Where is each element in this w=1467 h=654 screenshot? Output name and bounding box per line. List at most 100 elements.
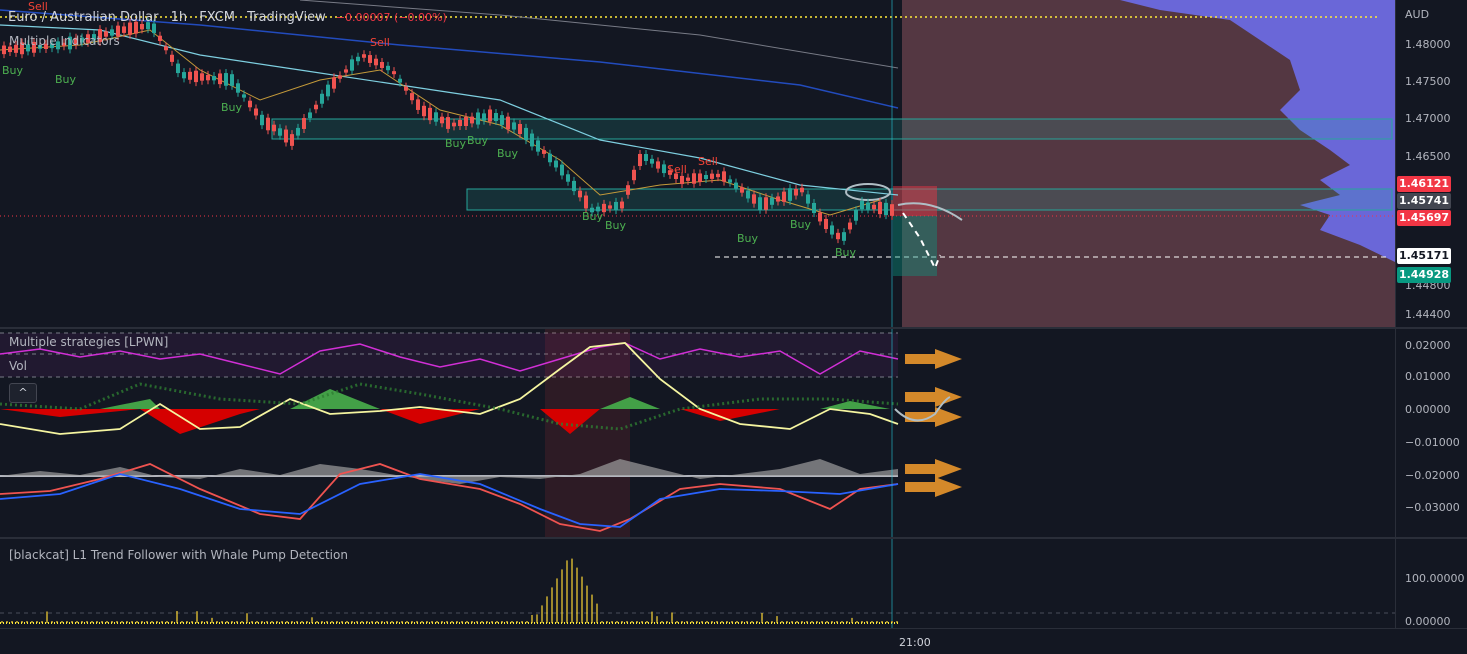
candle-body <box>176 63 180 74</box>
candle-body <box>884 202 888 216</box>
blue-line <box>0 473 899 528</box>
candle-body <box>560 164 564 176</box>
sell-signal: Sell <box>667 163 687 176</box>
interval-label[interactable]: 1h <box>170 10 188 25</box>
drawing-curve <box>897 202 963 221</box>
time-axis[interactable] <box>0 628 1467 654</box>
strategies-canvas[interactable] <box>0 329 1395 537</box>
candle-body <box>476 112 480 125</box>
candle-body <box>44 43 48 50</box>
candle-body <box>674 173 678 180</box>
candle-body <box>806 194 810 204</box>
drawing-dashed-projection <box>902 212 941 271</box>
vol-label: Vol <box>9 359 27 373</box>
candle-body <box>80 37 84 43</box>
arrow-annotation <box>905 459 962 479</box>
whale-panel[interactable]: [blackcat] L1 Trend Follower with Whale … <box>0 539 1395 628</box>
zone-box-lower <box>466 188 1393 211</box>
candle-body <box>68 36 72 50</box>
candle-body <box>890 204 894 216</box>
candle-body <box>536 140 540 152</box>
whale-title[interactable]: [blackcat] L1 Trend Follower with Whale … <box>9 548 348 562</box>
buy-signal: Buy <box>835 246 857 259</box>
candle-body <box>278 128 282 136</box>
candle-body <box>170 54 174 62</box>
collapse-button[interactable]: ^ <box>9 383 37 403</box>
candle-body <box>860 200 864 210</box>
candle-body <box>458 119 462 127</box>
candle-body <box>722 171 726 182</box>
candle-body <box>680 175 684 185</box>
candle-body <box>878 201 882 215</box>
candle-body <box>788 188 792 201</box>
buy-signal: Buy <box>467 134 489 147</box>
price-change: −0.00007 (−0.00%) <box>335 11 447 24</box>
candle-body <box>188 71 192 80</box>
strategies-axis[interactable] <box>1395 329 1467 537</box>
time-label: 21:00 <box>899 636 931 649</box>
sell-signal: Sell <box>28 0 48 13</box>
candle-body <box>272 124 276 132</box>
price-tag-stop: 1.46121 <box>1397 176 1451 192</box>
candle-body <box>368 55 372 63</box>
candle-body <box>50 43 54 49</box>
candle-body <box>56 41 60 50</box>
candle-body <box>662 164 666 174</box>
candle-body <box>362 54 366 58</box>
candle-body <box>800 187 804 193</box>
candle-body <box>332 77 336 89</box>
red-line <box>0 463 899 532</box>
candle-body <box>584 195 588 209</box>
candle-body <box>38 44 42 49</box>
pane-divider[interactable] <box>0 537 1467 539</box>
strategies-panel[interactable]: Multiple strategies [LPWN] Vol <box>0 329 1395 537</box>
candle-body <box>746 190 750 199</box>
indicator-legend[interactable]: Multiple Indicators <box>9 34 120 48</box>
price-tick: 1.47000 <box>1405 112 1451 125</box>
candle-body <box>326 84 330 97</box>
price-tag-target: 1.44928 <box>1397 267 1451 283</box>
candle-body <box>554 160 558 168</box>
candle-body <box>284 129 288 143</box>
ma-long <box>0 9 899 109</box>
yellow-white-line <box>0 342 899 435</box>
candle-body <box>830 225 834 235</box>
candle-body <box>248 100 252 108</box>
candle-body <box>350 59 354 71</box>
candle-body <box>818 212 822 222</box>
candle-body <box>212 76 216 81</box>
whale-axis[interactable] <box>1395 539 1467 628</box>
candle-body <box>122 26 126 33</box>
candle-body <box>644 154 648 161</box>
candle-body <box>626 185 630 195</box>
osc-tick: −0.03000 <box>1405 501 1460 514</box>
candle-body <box>590 207 594 213</box>
candle-body <box>260 114 264 126</box>
chart-header: Euro / Australian Dollar 1h FXCM Trading… <box>8 10 447 25</box>
candle-body <box>524 127 528 141</box>
price-chart-panel[interactable]: Euro / Australian Dollar 1h FXCM Trading… <box>0 0 1395 327</box>
candle-body <box>548 153 552 163</box>
candle-body <box>254 108 258 116</box>
candle-body <box>614 201 618 211</box>
currency-label: AUD <box>1405 8 1430 21</box>
ma-gray <box>299 0 899 69</box>
symbol-name[interactable]: Euro / Australian Dollar <box>8 10 159 25</box>
candle-body <box>692 173 696 184</box>
strategies-title[interactable]: Multiple strategies [LPWN] <box>9 335 169 349</box>
candle-body <box>596 206 600 212</box>
price-chart-canvas[interactable] <box>0 0 1395 327</box>
candle-body <box>656 161 660 169</box>
candle-body <box>434 112 438 122</box>
candle-body <box>422 105 426 117</box>
candle-body <box>32 41 36 53</box>
candle-body <box>848 222 852 230</box>
osc-tick: 0.02000 <box>1405 339 1451 352</box>
price-tag-last: 1.45741 <box>1397 193 1451 209</box>
candle-body <box>734 182 738 189</box>
pane-divider[interactable] <box>0 327 1467 329</box>
whale-canvas[interactable] <box>0 539 1395 628</box>
candle-body <box>842 232 846 241</box>
candle-body <box>872 204 876 210</box>
candle-body <box>686 177 690 181</box>
